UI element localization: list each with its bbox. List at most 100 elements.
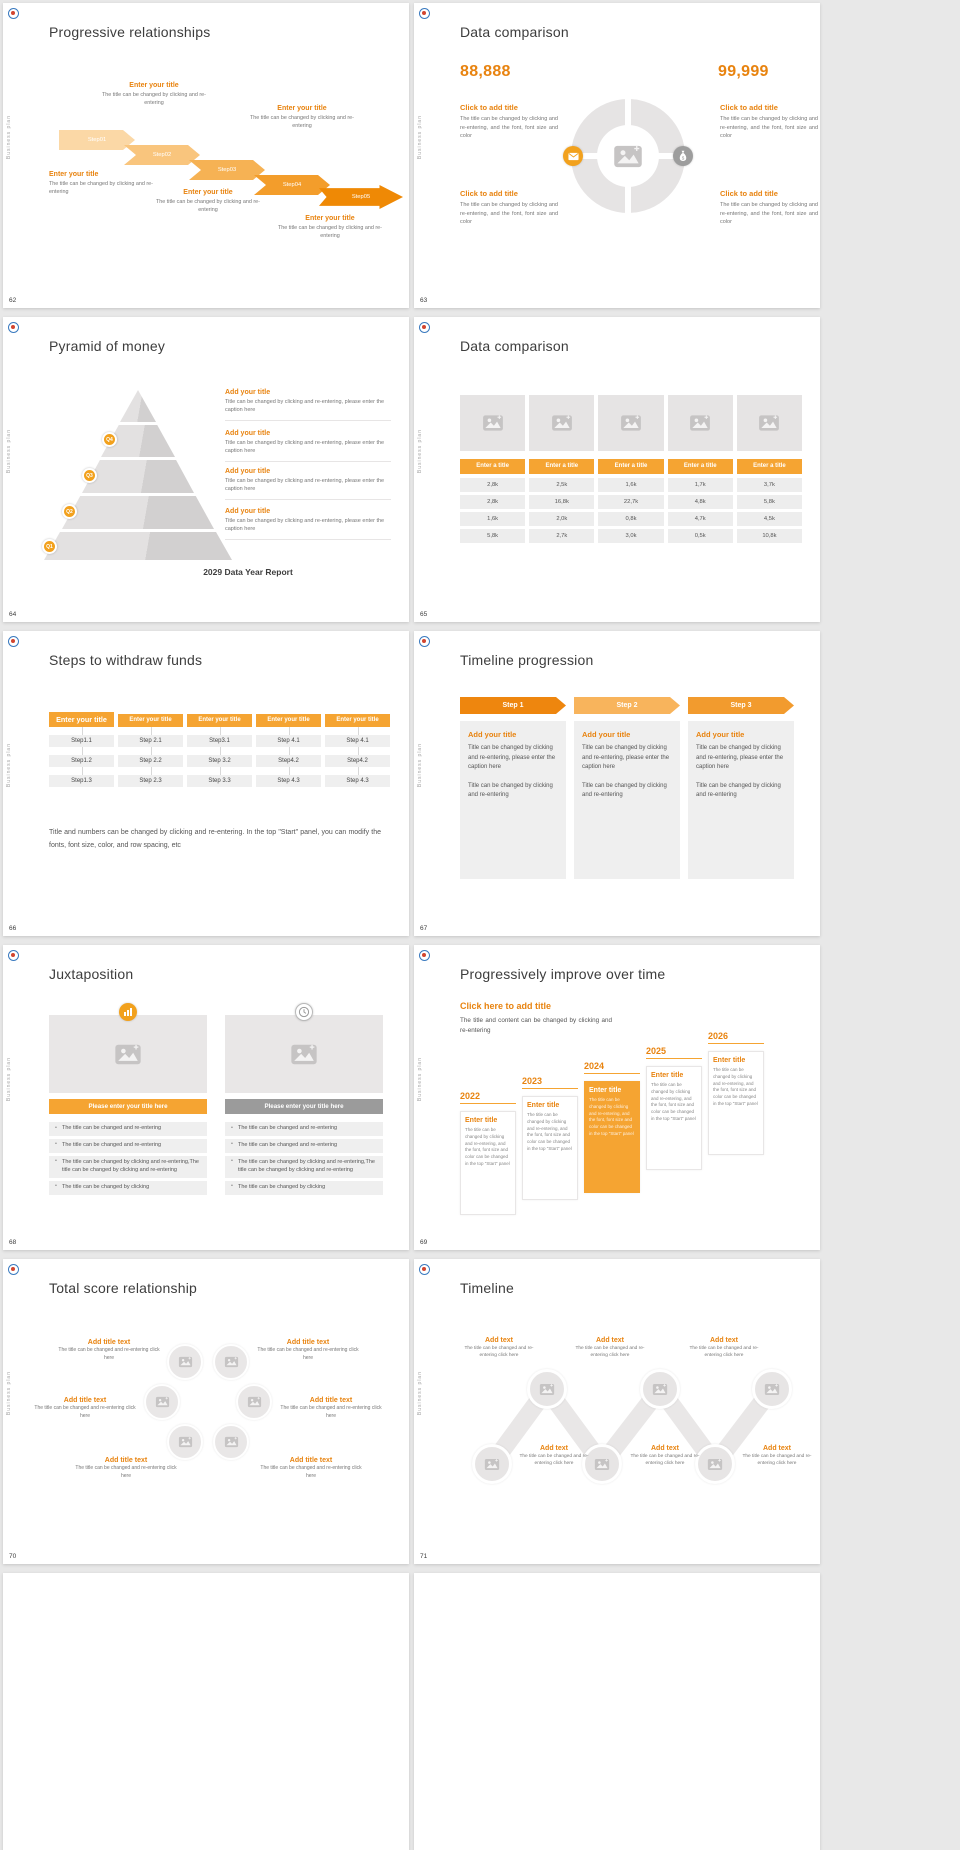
step-banner: Step 3 [688, 697, 794, 714]
image-placeholder-icon [613, 144, 643, 169]
image-placeholder-icon [213, 1344, 249, 1380]
step-panel: Add your title Title can be changed by c… [460, 721, 566, 879]
block-title: Enter your title [277, 105, 327, 112]
slide-title: Data comparison [460, 338, 569, 354]
image-tile-row [460, 395, 803, 451]
brand-logo-icon [8, 8, 19, 19]
item-title: Add text [485, 1337, 513, 1344]
table-cell: 2,5k [529, 478, 595, 492]
step-cell: Step 3.3 [187, 767, 252, 787]
panel-body: Title can be changed by clicking and re-… [696, 745, 784, 771]
image-placeholder-icon [472, 1444, 512, 1484]
bullet-item: The title can be changed by clicking and… [49, 1155, 207, 1178]
image-placeholder-icon [155, 1396, 169, 1408]
item-title: Add text [710, 1337, 738, 1344]
side-label: Business plan [6, 429, 12, 474]
score-item: Add title text The title can be changed … [279, 1397, 383, 1420]
bullet-item: The title can be changed by clicking and… [225, 1155, 383, 1178]
pyramid-item: Add your title Title can be changed by c… [225, 389, 391, 421]
image-placeholder-icon [598, 395, 664, 451]
item-title: Click to add title [720, 189, 778, 198]
image-placeholder-icon [247, 1396, 261, 1408]
slide-title: Progressively improve over time [460, 966, 666, 982]
item-title: Add title text [289, 1457, 333, 1464]
image-placeholder-icon [178, 1356, 192, 1368]
table-cell: 4,7k [667, 512, 733, 526]
table-header-cell: Enter a title [667, 459, 733, 474]
table-cell: 2,8k [460, 495, 526, 509]
process-arrow: Step03 [189, 160, 265, 180]
brand-logo-icon [8, 950, 19, 961]
timeline-item: Add text The title can be changed and re… [513, 1445, 595, 1467]
panel-body: Title can be changed by clicking and re-… [582, 745, 670, 771]
image-placeholder-icon [551, 415, 572, 431]
image-placeholder-icon [224, 1436, 238, 1448]
table-header-cell: Enter a title [736, 459, 803, 474]
slide-title: Timeline progression [460, 652, 594, 668]
bar-chart-icon [124, 1008, 132, 1016]
step-text-block: Enter your title The title can be change… [269, 215, 391, 240]
score-item: Add title text The title can be changed … [259, 1457, 363, 1480]
panel-title: Add your title [696, 730, 745, 739]
image-placeholder-icon [178, 1436, 192, 1448]
card-banner: Please enter your title here [225, 1099, 383, 1114]
bullet-item: The title can be changed and re-entering [225, 1138, 383, 1153]
pyramid-level [82, 460, 194, 493]
flower-center [189, 1383, 227, 1421]
side-label: Business plan [6, 1371, 12, 1416]
slide-65: Business plan Data comparison Enter a ti… [414, 317, 820, 622]
brand-logo-icon [419, 1264, 430, 1275]
image-placeholder-icon [539, 1383, 555, 1395]
bullet-item: The title can be changed by clicking [225, 1180, 383, 1195]
item-title: Add text [596, 1337, 624, 1344]
item-body: The title can be changed by clicking and… [720, 116, 818, 140]
item-body: The title can be changed and re-entering… [260, 1465, 362, 1479]
image-placeholder-icon [167, 1424, 203, 1460]
level-badge: Q4 [102, 432, 117, 447]
item-body: Title can be changed by clicking and re-… [225, 478, 385, 493]
clock-badge [295, 1003, 313, 1021]
slide-next-partial [414, 1573, 820, 1850]
table-cell: 1,6k [598, 478, 664, 492]
table-cell: 3,7k [736, 478, 803, 492]
side-label: Business plan [417, 115, 423, 160]
envelope-icon [567, 152, 579, 160]
bullet-item: The title can be changed and re-entering [49, 1122, 207, 1136]
slide-64: Business plan Pyramid of money Q4 Q3 Q2 … [3, 317, 409, 622]
block-body: The title can be changed by clicking and… [49, 181, 153, 196]
lead-title: Click here to add title [460, 1001, 552, 1011]
image-placeholder-icon [115, 1044, 141, 1064]
info-item: Click to add title The title can be chan… [460, 103, 558, 141]
image-placeholder-icon [484, 1458, 500, 1470]
item-title: Add text [540, 1445, 568, 1452]
image-placeholder-icon [764, 1383, 780, 1395]
slide-number: 67 [420, 925, 428, 932]
box-title: Enter title [651, 1072, 684, 1079]
slide-next-partial [3, 1573, 409, 1850]
slide-number: 63 [420, 297, 428, 304]
donut-center [597, 125, 659, 187]
item-title: Add title text [104, 1457, 148, 1464]
money-bag-icon: $ [679, 150, 687, 161]
step-cell: Step1.1 [49, 727, 114, 747]
image-placeholder-icon [707, 1458, 723, 1470]
table-header-cell: Enter a title [598, 459, 664, 474]
table-header-row: Enter a title Enter a title Enter a title E… [460, 459, 803, 474]
item-title: Add title text [87, 1339, 131, 1346]
table-cell: 0,5k [667, 529, 733, 543]
block-body: The title can be changed by clicking and… [250, 115, 354, 130]
table-cell: 1,7k [667, 478, 733, 492]
score-item: Add title text The title can be changed … [256, 1339, 360, 1362]
pyramid-apex [120, 390, 156, 422]
slide-title: Steps to withdraw funds [49, 652, 203, 668]
item-body: The title can be changed by clicking and… [460, 202, 558, 226]
step-column: Enter your title Step1.1 Step1.2 Step1.3 [49, 701, 114, 787]
step-cell: Step4.2 [256, 747, 321, 767]
pyramid-level [44, 532, 232, 560]
item-title: Add text [651, 1445, 679, 1452]
level-badge: Q1 [42, 539, 57, 554]
slide-title: Total score relationship [49, 1280, 197, 1296]
box-body: The title can be changed by clicking and… [713, 1067, 758, 1106]
item-title: Click to add title [460, 103, 518, 112]
process-arrow: Step05 [319, 185, 403, 209]
